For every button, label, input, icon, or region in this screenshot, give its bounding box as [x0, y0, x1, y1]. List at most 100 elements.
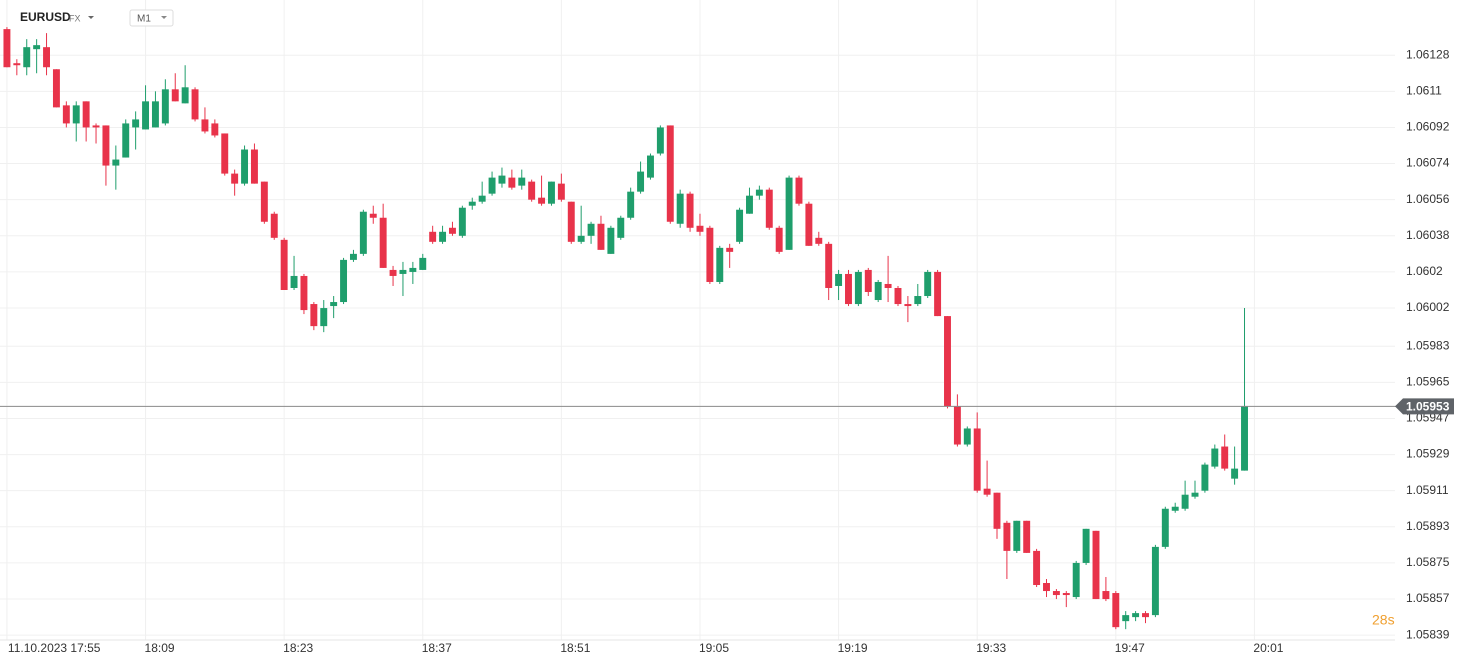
- candle: [468, 197, 476, 210]
- candle: [993, 492, 1001, 539]
- candle-body: [72, 105, 80, 124]
- candle-body: [221, 133, 229, 174]
- candle-body: [577, 235, 585, 242]
- candle-body: [1122, 615, 1130, 622]
- symbol-dropdown[interactable]: [88, 16, 94, 19]
- candle-body: [191, 89, 199, 120]
- candle-body: [854, 271, 862, 305]
- candle-body: [33, 45, 41, 50]
- y-tick-label: 1.0602: [1406, 264, 1443, 278]
- candle: [498, 167, 506, 188]
- y-tick-label: 1.05911: [1406, 483, 1449, 497]
- current-price-label: 1.05953: [1406, 400, 1450, 414]
- candle-body: [825, 243, 833, 288]
- market: FX: [69, 13, 81, 23]
- candle: [250, 143, 258, 184]
- candle-body: [310, 304, 318, 327]
- candle: [1072, 560, 1080, 600]
- candle: [399, 261, 407, 297]
- candle-body: [1142, 613, 1149, 618]
- candle-body: [736, 209, 744, 242]
- candle: [439, 225, 447, 244]
- candle: [894, 285, 902, 307]
- candle: [142, 85, 150, 130]
- candle: [1003, 520, 1011, 579]
- x-tick-label: 19:47: [1115, 641, 1145, 655]
- candle: [340, 257, 348, 305]
- candle-body: [1191, 492, 1199, 497]
- candle: [1082, 528, 1090, 565]
- candle: [201, 107, 209, 134]
- candle-body: [448, 227, 456, 234]
- candle: [557, 173, 565, 202]
- candle: [845, 269, 852, 307]
- candle: [577, 205, 585, 244]
- candle: [1023, 520, 1031, 553]
- candle-body: [92, 125, 100, 128]
- candle-body: [835, 273, 843, 286]
- candle-body: [518, 177, 526, 186]
- candle: [320, 300, 328, 333]
- candle-body: [349, 253, 357, 260]
- candle: [835, 269, 843, 301]
- candle-body: [924, 271, 932, 297]
- candle: [736, 207, 744, 244]
- candle-body: [320, 308, 328, 327]
- candle-body: [1023, 520, 1031, 553]
- candle: [805, 201, 813, 246]
- candle-body: [429, 231, 437, 242]
- candle: [597, 215, 605, 250]
- y-tick-label: 1.05965: [1406, 374, 1450, 388]
- candle: [706, 225, 714, 284]
- candle-body: [963, 428, 971, 445]
- candle-body: [805, 203, 813, 246]
- current-price-tag: [1395, 398, 1454, 415]
- x-tick-label: 18:23: [283, 641, 313, 655]
- candle: [231, 169, 239, 196]
- candle-body: [151, 101, 159, 128]
- candle-body: [934, 271, 942, 317]
- candle: [656, 125, 664, 156]
- candle-body: [112, 159, 120, 166]
- candle-body: [409, 267, 417, 272]
- candle: [716, 245, 724, 284]
- candle-body: [62, 105, 70, 124]
- candle-body: [726, 247, 734, 252]
- candle-body: [914, 296, 922, 305]
- candle: [429, 225, 437, 244]
- candle-body: [241, 149, 249, 184]
- candle: [696, 213, 704, 236]
- plot-background: [0, 0, 1395, 640]
- candle-body: [904, 304, 912, 307]
- timeframe-dropdown[interactable]: [161, 16, 167, 19]
- candle: [983, 460, 991, 497]
- candle-body: [557, 183, 565, 200]
- candle: [161, 79, 169, 126]
- candle: [1211, 444, 1219, 469]
- candle-body: [1003, 522, 1011, 551]
- candle: [211, 119, 219, 138]
- candle-body: [1082, 528, 1090, 563]
- timeframe[interactable]: M1: [137, 14, 151, 25]
- candle-body: [181, 87, 189, 104]
- candle-body: [260, 181, 268, 222]
- candle: [181, 65, 189, 104]
- candle-body: [597, 223, 605, 250]
- candle-body: [1201, 464, 1209, 491]
- candle: [1092, 530, 1100, 600]
- candle-body: [795, 177, 803, 204]
- candle-body: [894, 287, 902, 305]
- candle-body: [468, 201, 476, 206]
- candle: [1221, 434, 1229, 471]
- symbol[interactable]: EURUSD: [20, 10, 71, 24]
- candle-body: [666, 125, 674, 222]
- candle: [359, 209, 367, 256]
- candle-body: [13, 63, 21, 66]
- candle-body: [706, 227, 714, 282]
- timeframe-box[interactable]: [129, 9, 174, 27]
- candle-body: [538, 197, 546, 204]
- candle: [795, 175, 803, 206]
- candle: [1043, 578, 1050, 598]
- candle-body: [132, 119, 140, 128]
